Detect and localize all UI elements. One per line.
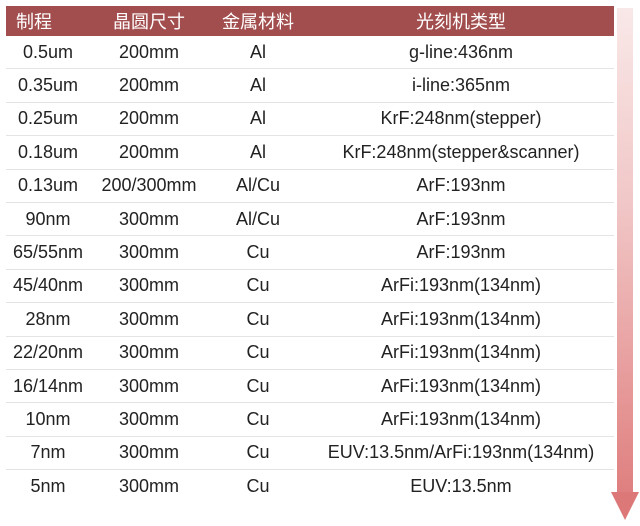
table-cell: Cu — [208, 275, 308, 296]
col-header-metal: 金属材料 — [208, 8, 308, 34]
table-cell: ArF:193nm — [308, 209, 614, 230]
table-cell: Al — [208, 42, 308, 63]
table-cell: 200mm — [90, 42, 208, 63]
table-row: 0.5um200mmAlg-line:436nm — [6, 36, 614, 69]
table-cell: 200mm — [90, 142, 208, 163]
table-cell: 90nm — [6, 209, 90, 230]
table-row: 22/20nm300mmCuArFi:193nm(134nm) — [6, 337, 614, 370]
table-row: 10nm300mmCuArFi:193nm(134nm) — [6, 403, 614, 436]
table-row: 0.18um200mmAlKrF:248nm(stepper&scanner) — [6, 136, 614, 169]
table-cell: 300mm — [90, 209, 208, 230]
table-body: 0.5um200mmAlg-line:436nm0.35um200mmAli-l… — [6, 36, 614, 503]
col-header-process: 制程 — [6, 8, 90, 34]
table-cell: 300mm — [90, 242, 208, 263]
table-cell: 0.18um — [6, 142, 90, 163]
process-table: 制程 晶圆尺寸 金属材料 光刻机类型 0.5um200mmAlg-line:43… — [6, 6, 614, 503]
col-header-wafer-size: 晶圆尺寸 — [90, 8, 208, 34]
table-header-row: 制程 晶圆尺寸 金属材料 光刻机类型 — [6, 6, 614, 36]
arrow-shaft — [617, 8, 633, 494]
table-row: 0.25um200mmAlKrF:248nm(stepper) — [6, 103, 614, 136]
table-cell: 0.5um — [6, 42, 90, 63]
table-cell: KrF:248nm(stepper) — [308, 108, 614, 129]
table-cell: 5nm — [6, 476, 90, 497]
table-cell: 300mm — [90, 275, 208, 296]
table-cell: 200/300mm — [90, 175, 208, 196]
table-cell: Al — [208, 142, 308, 163]
table-cell: EUV:13.5nm — [308, 476, 614, 497]
table-cell: ArFi:193nm(134nm) — [308, 309, 614, 330]
table-cell: Cu — [208, 342, 308, 363]
table-cell: Cu — [208, 442, 308, 463]
table-cell: 45/40nm — [6, 275, 90, 296]
table-cell: ArFi:193nm(134nm) — [308, 409, 614, 430]
col-header-litho-type: 光刻机类型 — [308, 8, 614, 34]
table-cell: Cu — [208, 409, 308, 430]
table-row: 65/55nm300mmCuArF:193nm — [6, 236, 614, 269]
table-cell: Al — [208, 75, 308, 96]
table-cell: ArFi:193nm(134nm) — [308, 342, 614, 363]
table-container: 制程 晶圆尺寸 金属材料 光刻机类型 0.5um200mmAlg-line:43… — [0, 0, 640, 503]
table-cell: 65/55nm — [6, 242, 90, 263]
table-cell: Al/Cu — [208, 175, 308, 196]
table-row: 5nm300mmCuEUV:13.5nm — [6, 470, 614, 503]
table-cell: 200mm — [90, 108, 208, 129]
table-row: 28nm300mmCuArFi:193nm(134nm) — [6, 303, 614, 336]
table-cell: ArFi:193nm(134nm) — [308, 275, 614, 296]
table-cell: 0.25um — [6, 108, 90, 129]
table-cell: 16/14nm — [6, 376, 90, 397]
table-cell: i-line:365nm — [308, 75, 614, 96]
table-cell: 7nm — [6, 442, 90, 463]
table-cell: 200mm — [90, 75, 208, 96]
arrow-head-icon — [611, 492, 639, 520]
table-cell: 300mm — [90, 476, 208, 497]
table-row: 90nm300mmAl/CuArF:193nm — [6, 203, 614, 236]
table-cell: 0.35um — [6, 75, 90, 96]
table-cell: KrF:248nm(stepper&scanner) — [308, 142, 614, 163]
table-cell: Cu — [208, 476, 308, 497]
table-cell: 300mm — [90, 409, 208, 430]
table-row: 16/14nm300mmCuArFi:193nm(134nm) — [6, 370, 614, 403]
table-cell: 300mm — [90, 309, 208, 330]
table-cell: 300mm — [90, 342, 208, 363]
table-cell: EUV:13.5nm/ArFi:193nm(134nm) — [308, 442, 614, 463]
table-row: 0.13um200/300mmAl/CuArF:193nm — [6, 170, 614, 203]
table-row: 0.35um200mmAli-line:365nm — [6, 69, 614, 102]
table-cell: ArF:193nm — [308, 175, 614, 196]
table-cell: Al/Cu — [208, 209, 308, 230]
table-cell: 28nm — [6, 309, 90, 330]
table-cell: ArFi:193nm(134nm) — [308, 376, 614, 397]
table-cell: 0.13um — [6, 175, 90, 196]
table-cell: 300mm — [90, 376, 208, 397]
table-cell: 300mm — [90, 442, 208, 463]
table-row: 45/40nm300mmCuArFi:193nm(134nm) — [6, 270, 614, 303]
table-cell: 10nm — [6, 409, 90, 430]
table-cell: Cu — [208, 376, 308, 397]
table-cell: ArF:193nm — [308, 242, 614, 263]
downward-arrow — [612, 8, 638, 524]
table-cell: Cu — [208, 242, 308, 263]
table-cell: g-line:436nm — [308, 42, 614, 63]
table-row: 7nm300mmCuEUV:13.5nm/ArFi:193nm(134nm) — [6, 437, 614, 470]
table-cell: Cu — [208, 309, 308, 330]
table-cell: 22/20nm — [6, 342, 90, 363]
table-cell: Al — [208, 108, 308, 129]
